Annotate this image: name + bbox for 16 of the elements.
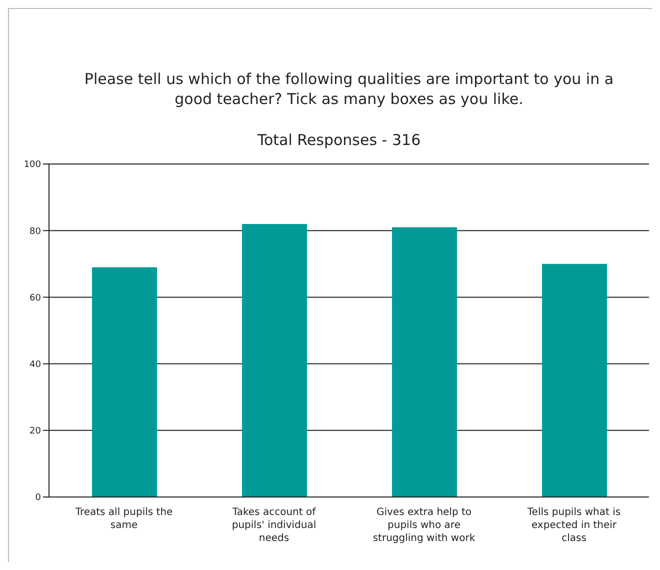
bar	[392, 227, 457, 497]
y-tick-label: 100	[24, 160, 42, 170]
x-tick-label: Gives extra help to pupils who are struggling with work	[372, 507, 476, 544]
x-tick-label: Takes account of pupils' individual needs	[231, 507, 316, 544]
x-tick-label: Treats all pupils the same	[74, 507, 173, 531]
y-tick-label: 20	[30, 426, 42, 437]
bar	[542, 264, 607, 497]
y-tick-label: 40	[30, 360, 42, 370]
y-tick-label: 80	[30, 226, 42, 237]
bar	[242, 224, 307, 497]
chart-title: Please tell us which of the following qualities are important to you in a good teacher? Tick as many boxes as you like.	[83, 69, 615, 109]
x-tick-label: Tells pupils what is expected in their class	[526, 507, 621, 544]
y-tick-label: 60	[30, 293, 42, 304]
bar	[92, 267, 157, 497]
chart-subtitle: Total Responses - 316	[256, 131, 422, 149]
y-tick-label: 0	[35, 493, 42, 504]
